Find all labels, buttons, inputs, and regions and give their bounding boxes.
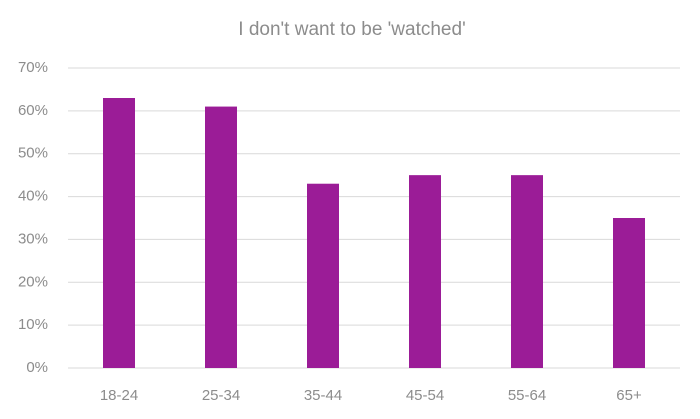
y-tick-label: 40% xyxy=(18,188,48,205)
y-tick-label: 50% xyxy=(18,145,48,162)
x-tick-label: 65+ xyxy=(616,387,642,404)
bar xyxy=(409,175,441,368)
bar xyxy=(613,218,645,368)
bar xyxy=(307,183,339,368)
x-tick-label: 25-34 xyxy=(202,387,240,404)
bar xyxy=(511,175,543,368)
y-tick-label: 60% xyxy=(18,102,48,119)
x-tick-label: 45-54 xyxy=(406,387,444,404)
y-tick-label: 20% xyxy=(18,273,48,290)
y-tick-label: 10% xyxy=(18,316,48,333)
x-tick-label: 35-44 xyxy=(304,387,342,404)
x-tick-label: 55-64 xyxy=(508,387,546,404)
chart-title: I don't want to be 'watched' xyxy=(238,19,465,40)
bar xyxy=(103,98,135,368)
x-tick-label: 18-24 xyxy=(100,387,138,404)
y-tick-label: 70% xyxy=(18,59,48,76)
y-tick-label: 0% xyxy=(26,359,48,376)
bar xyxy=(205,106,237,369)
y-tick-label: 30% xyxy=(18,230,48,247)
